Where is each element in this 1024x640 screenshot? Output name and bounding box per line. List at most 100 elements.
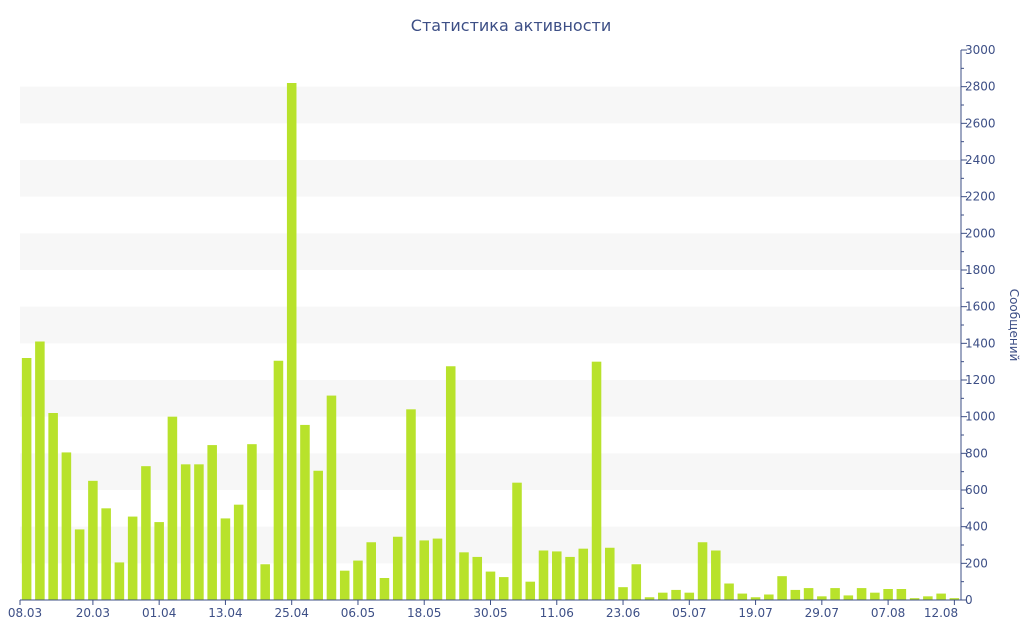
- bar[interactable]: [644, 597, 655, 600]
- bar[interactable]: [658, 592, 668, 600]
- bar[interactable]: [631, 564, 642, 600]
- bar[interactable]: [618, 587, 628, 600]
- bar[interactable]: [790, 589, 801, 600]
- bar[interactable]: [101, 508, 111, 600]
- bar[interactable]: [154, 522, 164, 600]
- bar[interactable]: [300, 424, 310, 600]
- bar[interactable]: [936, 593, 946, 600]
- bar[interactable]: [313, 470, 323, 600]
- bar[interactable]: [114, 562, 125, 600]
- bar[interactable]: [923, 596, 933, 600]
- x-tick-label: 01.04: [142, 606, 176, 620]
- x-tick-label: 13.04: [208, 606, 242, 620]
- x-tick-label: 29.07: [805, 606, 839, 620]
- bar[interactable]: [233, 504, 244, 600]
- bar[interactable]: [419, 540, 429, 600]
- y-tick-label: 2400: [965, 153, 996, 167]
- x-tick-label: 20.03: [76, 606, 110, 620]
- bar[interactable]: [711, 550, 721, 601]
- bar[interactable]: [605, 547, 615, 600]
- bar[interactable]: [591, 361, 602, 600]
- y-tick-label: 2000: [965, 226, 996, 240]
- y-tick-label: 1600: [965, 300, 996, 314]
- bar[interactable]: [445, 366, 456, 600]
- bar[interactable]: [512, 482, 522, 600]
- bar[interactable]: [167, 416, 178, 600]
- bar[interactable]: [35, 341, 45, 601]
- bar[interactable]: [432, 538, 443, 600]
- grid-band: [20, 306, 961, 344]
- bar[interactable]: [194, 464, 204, 600]
- bar[interactable]: [578, 548, 589, 600]
- bar[interactable]: [883, 589, 893, 600]
- bar[interactable]: [207, 445, 217, 600]
- bar[interactable]: [856, 588, 867, 600]
- bar[interactable]: [379, 578, 390, 600]
- bar[interactable]: [247, 444, 257, 600]
- bar[interactable]: [459, 552, 469, 600]
- bar[interactable]: [353, 560, 363, 600]
- bar[interactable]: [141, 466, 151, 600]
- bar[interactable]: [366, 542, 376, 600]
- bar[interactable]: [870, 592, 880, 600]
- bar[interactable]: [326, 395, 337, 600]
- y-axis-label: Сообщений: [1007, 289, 1021, 362]
- bar[interactable]: [286, 83, 297, 600]
- bar[interactable]: [406, 409, 416, 600]
- bar[interactable]: [339, 570, 350, 600]
- chart-title: Статистика активности: [411, 16, 611, 35]
- bar[interactable]: [498, 577, 509, 600]
- bar[interactable]: [737, 593, 748, 600]
- x-tick-label: 08.03: [8, 606, 42, 620]
- x-tick-label: 18.05: [407, 606, 441, 620]
- y-tick-label: 3000: [965, 43, 996, 57]
- bar[interactable]: [61, 452, 72, 600]
- grid-band: [20, 86, 961, 124]
- x-tick-label: 23.06: [606, 606, 640, 620]
- bar[interactable]: [472, 556, 483, 600]
- y-axis: 0 200 400 600 800 1000 1200 1400 1600 1800 2000 220…: [960, 43, 996, 607]
- bar[interactable]: [565, 556, 575, 600]
- bar[interactable]: [485, 571, 496, 600]
- bar[interactable]: [21, 358, 32, 600]
- x-tick-label: 07.08: [871, 606, 905, 620]
- y-tick-label: 0: [965, 593, 973, 607]
- bar[interactable]: [180, 464, 191, 600]
- bar[interactable]: [750, 597, 761, 600]
- bar[interactable]: [896, 589, 907, 600]
- grid-band: [20, 380, 961, 417]
- bar[interactable]: [724, 583, 734, 601]
- y-tick-label: 2600: [965, 116, 996, 130]
- bar[interactable]: [88, 480, 98, 600]
- bar[interactable]: [48, 413, 58, 600]
- x-tick-label: 06.05: [341, 606, 375, 620]
- bar[interactable]: [949, 598, 960, 600]
- bar[interactable]: [843, 595, 854, 600]
- bar[interactable]: [817, 596, 827, 600]
- y-tick-label: 800: [965, 446, 988, 460]
- bar[interactable]: [830, 588, 840, 600]
- bar[interactable]: [684, 592, 695, 600]
- bar[interactable]: [538, 550, 549, 601]
- bar[interactable]: [552, 551, 562, 600]
- x-tick-label: 11.06: [540, 606, 574, 620]
- bar[interactable]: [220, 518, 231, 600]
- bar[interactable]: [127, 516, 138, 600]
- bar[interactable]: [803, 588, 814, 600]
- bar[interactable]: [74, 529, 85, 600]
- grid-bands: [20, 86, 961, 564]
- bar[interactable]: [273, 360, 284, 600]
- bar[interactable]: [671, 589, 681, 600]
- bar[interactable]: [764, 594, 774, 601]
- bar[interactable]: [777, 576, 787, 600]
- grid-band: [20, 233, 961, 270]
- bar[interactable]: [260, 564, 270, 600]
- y-tick-label: 200: [965, 556, 988, 570]
- bar[interactable]: [697, 542, 708, 600]
- y-tick-label: 1200: [965, 373, 996, 387]
- bar[interactable]: [392, 536, 403, 600]
- bar[interactable]: [525, 581, 536, 600]
- grid-band: [20, 453, 961, 490]
- bar[interactable]: [909, 598, 920, 600]
